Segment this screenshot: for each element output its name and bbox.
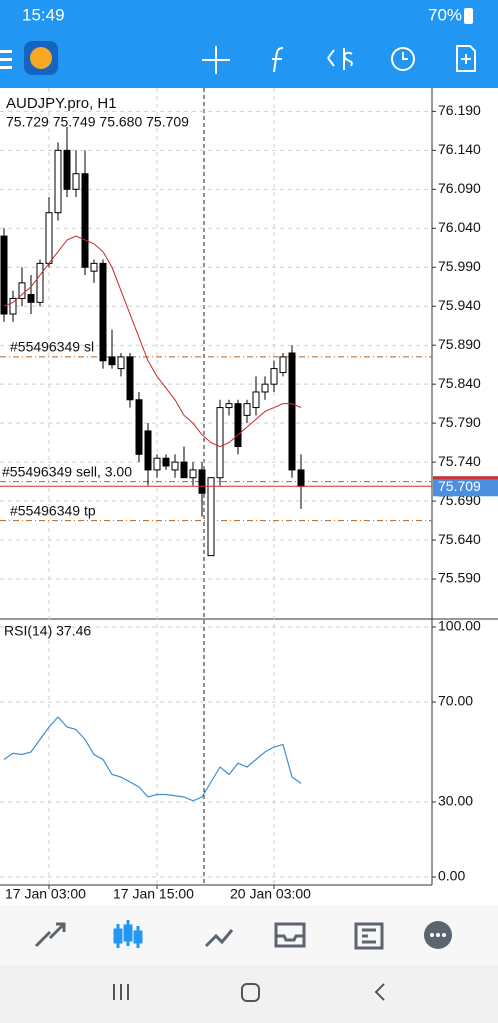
candle-body bbox=[27, 294, 35, 303]
price-label-top bbox=[433, 476, 498, 480]
order-label: #55496349 sell, 3.00 bbox=[2, 463, 132, 479]
rsi-title: RSI(14) 37.46 bbox=[4, 623, 91, 639]
candle-body bbox=[189, 469, 197, 479]
price-label-bg bbox=[433, 476, 498, 497]
candle-body bbox=[81, 173, 89, 268]
x-tick-label: 20 Jan 03:00 bbox=[230, 886, 311, 902]
y-tick-label: 76.190 bbox=[438, 102, 481, 118]
candle-body bbox=[261, 383, 269, 393]
home-button[interactable] bbox=[241, 983, 260, 1002]
candle-body bbox=[225, 403, 233, 409]
x-tick-label: 17 Jan 03:00 bbox=[5, 886, 86, 902]
bottom-nav bbox=[0, 905, 498, 965]
candle-body bbox=[117, 356, 125, 370]
crosshair-button[interactable] bbox=[202, 46, 230, 74]
period-button[interactable] bbox=[391, 47, 415, 71]
y-tick-label: 75.890 bbox=[438, 336, 481, 352]
indicator-button[interactable] bbox=[272, 47, 284, 73]
rsi-line bbox=[3, 716, 302, 802]
candle-body bbox=[90, 262, 98, 272]
status-time: 15:49 bbox=[22, 5, 65, 24]
y-tick-label: 76.040 bbox=[438, 219, 481, 235]
candle-body bbox=[0, 235, 8, 315]
candle-body bbox=[216, 407, 224, 479]
candle-body bbox=[126, 356, 134, 401]
candle-body bbox=[279, 356, 287, 373]
nav-news[interactable] bbox=[354, 922, 384, 950]
rsi-y-tick-label: 0.00 bbox=[438, 868, 465, 884]
candle-body bbox=[144, 430, 152, 471]
order-label: #55496349 tp bbox=[10, 502, 96, 518]
price-label: 75.709 bbox=[438, 478, 481, 494]
y-tick-label: 75.640 bbox=[438, 531, 481, 547]
trade-button[interactable] bbox=[327, 48, 353, 70]
nav-chart[interactable] bbox=[113, 920, 143, 948]
candle-body bbox=[162, 457, 170, 467]
y-tick-label: 76.090 bbox=[438, 180, 481, 196]
candle-body bbox=[63, 149, 71, 190]
rsi-y-tick-label: 100.00 bbox=[438, 618, 481, 634]
app-logo-mark bbox=[30, 47, 52, 69]
candle-body bbox=[135, 399, 143, 455]
candle-body bbox=[45, 212, 53, 264]
symbol-title: AUDJPY.pro, H1 bbox=[6, 95, 117, 112]
candle-body bbox=[9, 297, 17, 315]
y-tick-label: 75.740 bbox=[438, 453, 481, 469]
rsi-y-tick-label: 70.00 bbox=[438, 693, 473, 709]
nav-history[interactable] bbox=[274, 922, 306, 948]
candle-body bbox=[234, 403, 242, 448]
candle-body bbox=[198, 469, 206, 494]
nav-trade[interactable] bbox=[204, 929, 234, 948]
candle-body bbox=[243, 403, 251, 416]
y-tick-label: 76.140 bbox=[438, 141, 481, 157]
menu-icon[interactable] bbox=[0, 50, 12, 69]
y-tick-label: 75.590 bbox=[438, 570, 481, 586]
recent-apps[interactable] bbox=[113, 984, 129, 1000]
back-button[interactable] bbox=[374, 983, 385, 1001]
moving-average bbox=[3, 235, 302, 448]
header-bg bbox=[0, 0, 498, 88]
candle-body bbox=[288, 352, 296, 471]
candle-body bbox=[54, 149, 62, 214]
candle-body bbox=[180, 461, 188, 479]
candle-body bbox=[297, 469, 305, 487]
candle-body bbox=[108, 356, 116, 366]
candle-body bbox=[171, 461, 179, 471]
system-nav bbox=[0, 965, 498, 1023]
rsi-y-tick-label: 30.00 bbox=[438, 793, 473, 809]
ohlc-text: 75.729 75.749 75.680 75.709 bbox=[6, 114, 189, 130]
nav-quotes[interactable] bbox=[34, 922, 66, 948]
y-tick-label: 75.940 bbox=[438, 297, 481, 313]
new-order-button[interactable] bbox=[456, 45, 476, 72]
candle-body bbox=[252, 391, 260, 409]
candle-body bbox=[99, 262, 107, 362]
candle-body bbox=[18, 282, 26, 299]
y-tick-label: 75.990 bbox=[438, 258, 481, 274]
x-tick-label: 17 Jan 15:00 bbox=[113, 886, 194, 902]
candle-body bbox=[207, 477, 215, 557]
candle-body bbox=[72, 173, 80, 190]
y-tick-label: 75.840 bbox=[438, 375, 481, 391]
candle-body bbox=[153, 457, 161, 471]
status-battery: 70% bbox=[428, 5, 462, 24]
order-label: #55496349 sl bbox=[10, 339, 94, 355]
candle-body bbox=[270, 368, 278, 385]
y-tick-label: 75.790 bbox=[438, 414, 481, 430]
battery-icon bbox=[464, 8, 473, 24]
candle-body bbox=[36, 262, 44, 303]
